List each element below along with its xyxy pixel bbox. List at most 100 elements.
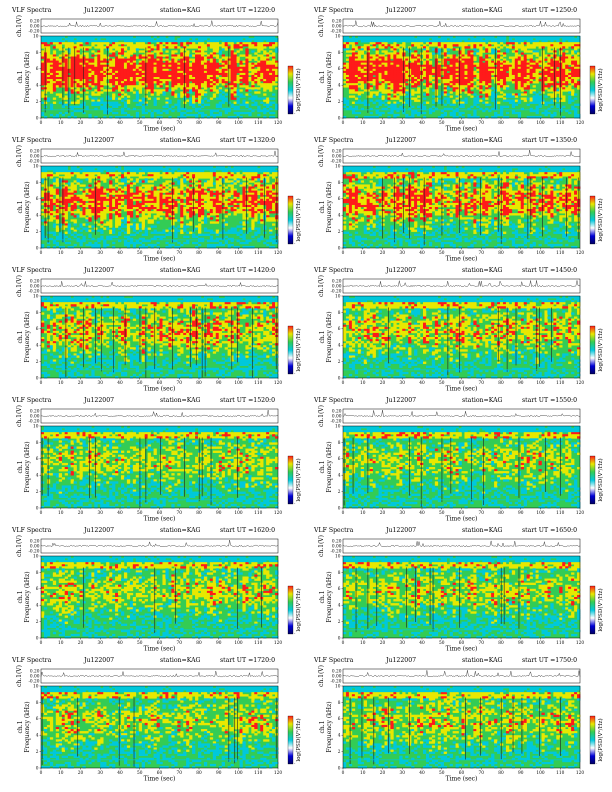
spectrogram-cell bbox=[118, 97, 122, 100]
spectrogram-cell bbox=[46, 38, 51, 41]
spectrogram-cell bbox=[218, 44, 223, 47]
spectrogram-cell bbox=[64, 70, 68, 74]
spectrogram-cell bbox=[41, 192, 45, 195]
spectrogram-cell bbox=[458, 36, 462, 39]
spectrogram-cell bbox=[76, 109, 80, 113]
spectrogram-cell bbox=[41, 101, 45, 104]
spectrogram-cell bbox=[138, 68, 143, 72]
spectrogram-cell bbox=[212, 74, 217, 78]
spectrogram-cell bbox=[425, 93, 430, 96]
spectrogram-cell bbox=[233, 64, 237, 68]
spectrogram-cell bbox=[452, 40, 456, 43]
spectrogram-cell bbox=[562, 70, 566, 74]
spectrogram-cell bbox=[272, 38, 276, 41]
spectrogram-cell bbox=[123, 42, 128, 45]
x-tick-label: 50 bbox=[439, 121, 445, 126]
spectrogram-cell bbox=[76, 50, 80, 53]
spectrogram-cell bbox=[126, 70, 131, 74]
spectrogram-cell bbox=[85, 105, 89, 109]
spectrogram-cell bbox=[215, 68, 220, 72]
spectrogram-cell bbox=[245, 52, 249, 55]
spectrogram-cell bbox=[73, 198, 77, 202]
spectrogram-cell bbox=[67, 200, 71, 204]
spectrogram-cell bbox=[556, 38, 560, 41]
spectrogram-cell bbox=[251, 77, 255, 80]
spectrogram-cell bbox=[514, 79, 519, 82]
spectrogram-cell bbox=[138, 103, 143, 106]
spectrogram-cell bbox=[46, 219, 51, 222]
spectrogram-cell bbox=[73, 44, 77, 47]
spectrogram-cell bbox=[269, 87, 273, 90]
spectrogram-cell bbox=[553, 42, 557, 45]
spectrogram-cell bbox=[431, 89, 436, 92]
spectrogram-cell bbox=[440, 62, 445, 65]
spectrogram-cell bbox=[159, 42, 163, 45]
spectrogram-cell bbox=[363, 40, 367, 43]
spectrogram-cell bbox=[431, 72, 436, 76]
spectrogram-cell bbox=[345, 85, 350, 88]
panel-title: VLF Spectra Ju122007 station=KAG start UT =… bbox=[8, 136, 308, 146]
spectrogram-cell bbox=[354, 58, 359, 61]
spectrogram-cell bbox=[180, 81, 184, 84]
spectrogram-cell bbox=[203, 91, 208, 94]
spectrogram-cell bbox=[375, 115, 379, 119]
spectrogram-cell bbox=[485, 50, 489, 53]
spectrogram-cell bbox=[559, 66, 563, 70]
spectrogram-cell bbox=[556, 85, 560, 88]
spectrogram-cell bbox=[52, 79, 57, 82]
spectrogram-cell bbox=[571, 105, 575, 109]
spectrogram-cell bbox=[171, 83, 175, 86]
spectrogram-cell bbox=[384, 89, 388, 92]
spectrogram-cell bbox=[215, 44, 220, 47]
spectrogram-cell bbox=[159, 54, 163, 57]
spectrogram-cell bbox=[396, 109, 400, 113]
spectrogram-cell bbox=[55, 83, 60, 86]
spectrogram-cell bbox=[440, 38, 445, 41]
spectrogram-cell bbox=[428, 72, 433, 76]
spectrogram-cell bbox=[511, 99, 516, 102]
spectrogram-cell bbox=[440, 66, 445, 70]
spectrogram-cell bbox=[73, 180, 77, 183]
spectrogram-cell bbox=[138, 101, 143, 104]
spectrogram-cell bbox=[165, 77, 169, 80]
spectrogram-cell bbox=[544, 66, 548, 70]
spectrogram-cell bbox=[479, 56, 483, 59]
spectrogram-cell bbox=[103, 103, 107, 106]
spectrogram-cell bbox=[422, 66, 427, 70]
spectrogram-cell bbox=[541, 99, 545, 102]
spectrogram-cell bbox=[458, 62, 462, 65]
spectrogram-cell bbox=[198, 72, 202, 76]
spectrogram-cell bbox=[52, 239, 57, 243]
spectrogram-cell bbox=[467, 58, 471, 61]
spectrogram-cell bbox=[212, 81, 217, 84]
spectrogram-cell bbox=[174, 42, 178, 45]
spectrogram-cell bbox=[559, 64, 563, 68]
spectrogram-cell bbox=[41, 66, 45, 70]
spectrogram-cell bbox=[417, 68, 421, 72]
spectrogram-cell bbox=[375, 48, 379, 51]
spectrogram-cell bbox=[529, 64, 533, 68]
spectrogram-cell bbox=[112, 50, 116, 53]
spectrogram-cell bbox=[446, 79, 450, 82]
spectrogram-cell bbox=[61, 221, 65, 224]
spectrogram-cell bbox=[100, 87, 104, 90]
spectrogram-cell bbox=[73, 79, 77, 82]
spectrogram-cell bbox=[206, 40, 211, 43]
spectrogram-cell bbox=[505, 64, 510, 68]
spectrogram-cell bbox=[446, 36, 450, 39]
spectrogram-cell bbox=[535, 74, 539, 78]
spectrogram-cell bbox=[408, 36, 412, 39]
spectrogram-cell bbox=[67, 74, 71, 78]
spectrogram-cell bbox=[49, 91, 54, 94]
spectrogram-cell bbox=[577, 68, 581, 72]
spectrogram-cell bbox=[446, 68, 450, 72]
spectrogram-cell bbox=[76, 227, 80, 230]
spectrogram-cell bbox=[91, 50, 95, 53]
spectrogram-cell bbox=[97, 64, 101, 68]
spectrogram-cell bbox=[411, 85, 415, 88]
spectrogram-cell bbox=[52, 56, 57, 59]
spectrogram-cell bbox=[559, 81, 563, 84]
spectrogram-cell bbox=[269, 42, 273, 45]
spectrogram-cell bbox=[73, 115, 77, 119]
spectrogram-cell bbox=[49, 54, 54, 57]
